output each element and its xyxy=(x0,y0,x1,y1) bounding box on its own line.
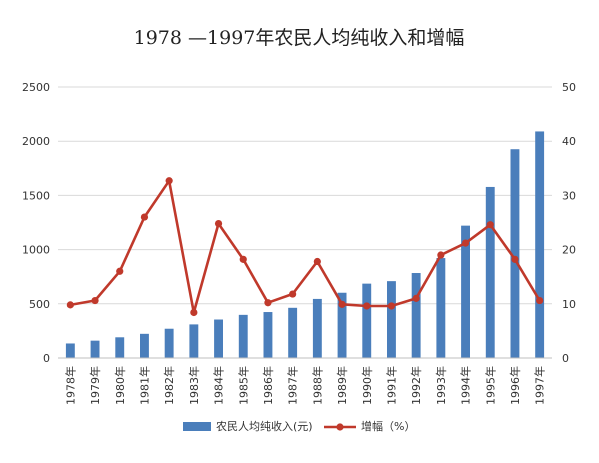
line-point xyxy=(264,299,272,307)
x-tick-label: 1979年 xyxy=(88,366,102,405)
bar xyxy=(510,149,520,358)
line-point xyxy=(461,239,470,247)
line-point xyxy=(116,267,124,275)
y-left-tick-label: 500 xyxy=(29,298,50,311)
x-tick-label: 1990年 xyxy=(360,366,374,405)
line-point xyxy=(190,308,198,317)
legend: 农民人均纯收入(元) 增幅（%） xyxy=(183,419,415,433)
line-point xyxy=(313,257,321,266)
legend-bar-swatch xyxy=(183,422,211,431)
bar xyxy=(263,312,273,358)
bar xyxy=(214,319,223,358)
x-tick-label: 1989年 xyxy=(335,366,349,405)
x-tick-label: 1982年 xyxy=(162,366,176,405)
line-point xyxy=(412,294,420,302)
line-point xyxy=(511,255,519,263)
x-tick-label: 1980年 xyxy=(113,366,127,405)
bar xyxy=(65,343,75,358)
x-tick-label: 1987年 xyxy=(286,366,300,405)
bar xyxy=(115,337,125,358)
line-point xyxy=(66,301,74,309)
y-right-tick-label: 50 xyxy=(562,81,576,94)
x-tick-label: 1995年 xyxy=(483,366,497,405)
x-tick-label: 1983年 xyxy=(187,366,201,405)
line-point xyxy=(289,290,297,298)
y-left-tick-label: 2500 xyxy=(22,81,50,94)
y-right-tick-label: 40 xyxy=(562,135,576,148)
line-point xyxy=(486,221,494,229)
x-tick-label: 1986年 xyxy=(261,366,275,405)
y-left-tick-label: 1000 xyxy=(22,244,50,257)
line-point xyxy=(387,302,396,310)
x-tick-label: 1981年 xyxy=(137,366,151,405)
line-path xyxy=(70,179,541,314)
bar xyxy=(461,225,470,358)
line-point xyxy=(338,300,346,308)
bar xyxy=(485,186,495,358)
x-tick-label: 1988年 xyxy=(310,366,324,405)
line-point xyxy=(140,213,149,221)
bar xyxy=(387,281,396,358)
x-tick-label: 1984年 xyxy=(212,366,226,405)
y-right-tick-label: 10 xyxy=(562,298,576,311)
bar xyxy=(164,328,174,358)
line-point xyxy=(536,296,544,305)
bar xyxy=(288,307,298,358)
x-tick-label: 1997年 xyxy=(533,366,547,405)
axes: 0 500 1000 1500 2000 2500 0 10 20 30 40 50 1978年 1979… xyxy=(22,81,576,405)
x-tick-label: 1993年 xyxy=(434,366,448,405)
x-tick-label: 1978年 xyxy=(63,366,77,405)
bar xyxy=(189,324,199,358)
bar xyxy=(90,340,100,358)
x-tick-label: 1985年 xyxy=(236,366,250,405)
line-point xyxy=(165,177,173,185)
y-right-tick-label: 30 xyxy=(562,189,576,202)
bar xyxy=(140,333,149,358)
line-point xyxy=(363,302,371,310)
y-right-tick-label: 20 xyxy=(562,244,576,257)
bar xyxy=(312,298,322,358)
y-left-tick-label: 0 xyxy=(43,352,50,365)
bar xyxy=(411,273,421,358)
line-point xyxy=(437,251,445,259)
chart-title: 1978 —1997年农民人均纯收入和增幅 xyxy=(134,27,465,49)
bar xyxy=(238,314,248,358)
line-point xyxy=(239,255,247,263)
line-point xyxy=(91,296,99,305)
x-tick-label: 1994年 xyxy=(459,366,473,405)
y-left-tick-label: 2000 xyxy=(22,135,50,148)
bar xyxy=(362,283,372,358)
legend-bar-label: 农民人均纯收入(元) xyxy=(216,419,313,433)
x-tick-label: 1991年 xyxy=(384,366,398,405)
legend-line-label: 增幅（%） xyxy=(361,419,415,433)
x-tick-label: 1992年 xyxy=(409,366,423,405)
legend-line-marker xyxy=(336,423,344,431)
y-right-tick-label: 0 xyxy=(562,352,569,365)
x-tick-label: 1996年 xyxy=(508,366,522,405)
bar xyxy=(436,258,446,358)
y-left-tick-label: 1500 xyxy=(22,189,50,202)
line-series xyxy=(66,177,544,317)
bar xyxy=(337,292,347,358)
bar-series xyxy=(65,131,545,358)
line-point xyxy=(214,219,223,228)
bar xyxy=(535,131,545,358)
